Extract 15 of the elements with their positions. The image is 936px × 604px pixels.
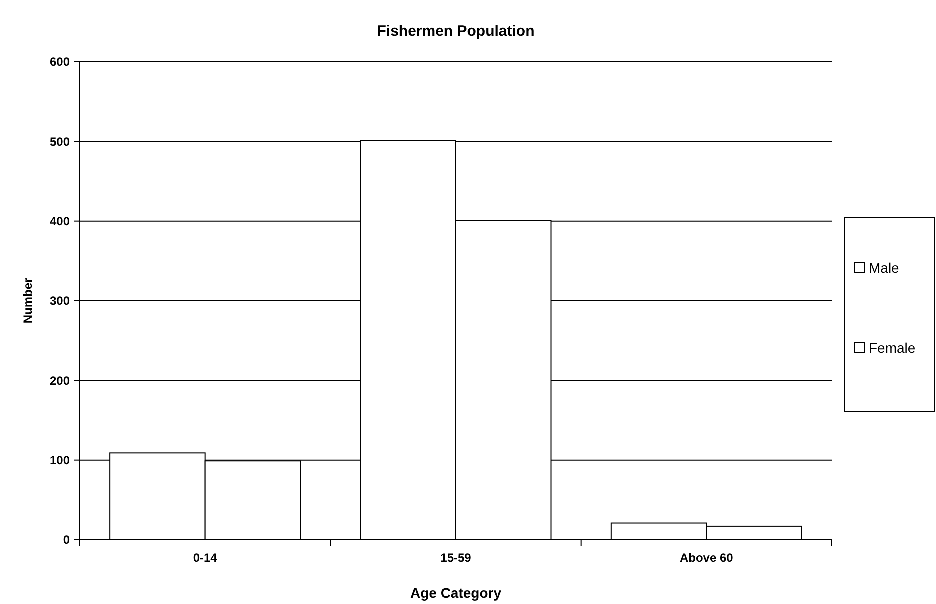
y-tick-label: 300 [50, 294, 70, 308]
legend-label: Male [869, 260, 900, 276]
y-tick-label: 500 [50, 134, 70, 149]
x-tick-label: 15-59 [440, 551, 472, 565]
y-axis-title: Number [21, 278, 35, 324]
y-tick-label: 200 [50, 374, 70, 388]
y-tick-label: 0 [63, 533, 70, 548]
y-tick-label: 400 [50, 214, 70, 229]
chart-title: Fishermen Population [377, 23, 535, 40]
x-axis-title: Age Category [410, 585, 502, 601]
legend-label: Female [869, 340, 916, 356]
y-tick-label: 100 [50, 454, 70, 468]
x-tick-label: 0-14 [193, 551, 218, 565]
x-tick-label: Above 60 [680, 551, 734, 565]
y-tick-label: 600 [50, 55, 70, 70]
